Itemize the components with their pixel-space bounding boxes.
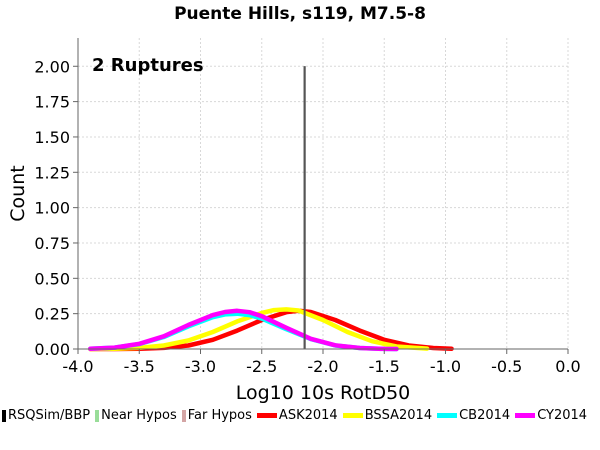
legend-swatch <box>515 413 536 418</box>
legend-swatch <box>437 413 458 418</box>
legend-swatch <box>2 409 6 422</box>
x-tick-label: -2.5 <box>246 357 277 376</box>
legend-label: Far Hypos <box>187 408 252 423</box>
legend-item: BSSA2014 <box>342 405 433 427</box>
chart-title: Puente Hills, s119, M7.5-8 <box>174 4 426 24</box>
legend-label: CB2014 <box>459 408 511 423</box>
plot-area: 0.00 0.25 0.50 0.75 1.00 1.25 1.50 1.75 2.00 -4.0… <box>7 38 581 404</box>
x-tick-label: -1.5 <box>369 357 400 376</box>
x-tick-label: -0.5 <box>491 357 522 376</box>
legend-item: Near Hypos <box>95 405 177 427</box>
y-tick-label: 0.00 <box>34 340 70 359</box>
x-tick-label: 0.0 <box>555 357 580 376</box>
legend-swatch <box>256 413 277 418</box>
legend-label: ASK2014 <box>278 408 338 423</box>
legend-swatch <box>181 409 186 422</box>
y-tick-label: 1.75 <box>34 93 70 112</box>
y-tick-label: 2.00 <box>34 57 70 76</box>
legend-item: CB2014 <box>437 405 510 427</box>
legend-label: RSQSim/BBP <box>8 408 91 423</box>
x-tick-label: -2.0 <box>307 357 338 376</box>
legend-item: CY2014 <box>515 405 587 427</box>
x-tick-label: -4.0 <box>62 357 93 376</box>
legend-item: Far Hypos <box>181 405 252 427</box>
legend-label: Near Hypos <box>101 408 177 423</box>
legend-item: RSQSim/BBP <box>2 405 90 427</box>
y-axis-label: Count <box>7 165 29 221</box>
x-tick-label: -1.0 <box>430 357 461 376</box>
y-tick-label: 0.25 <box>34 305 70 324</box>
y-tick-label: 0.75 <box>34 234 70 253</box>
rupture-count-annotation: 2 Ruptures <box>92 55 204 76</box>
legend-item: ASK2014 <box>256 405 338 427</box>
series-line-cy2014 <box>88 308 399 352</box>
legend-swatch <box>95 409 100 422</box>
legend-label: BSSA2014 <box>364 408 433 423</box>
legend: RSQSim/BBP Near Hypos Far Hypos ASK2014 BSSA… <box>2 405 598 427</box>
series-line-bssa2014 <box>88 307 430 352</box>
y-tick-label: 0.50 <box>34 269 70 288</box>
y-tick-label: 1.00 <box>34 199 70 218</box>
legend-label: CY2014 <box>537 408 588 423</box>
legend-swatch <box>342 413 363 418</box>
y-tick-label: 1.50 <box>34 128 70 147</box>
x-axis-label: Log10 10s RotD50 <box>236 382 411 404</box>
x-tick-label: -3.5 <box>124 357 155 376</box>
y-tick-label: 1.25 <box>34 163 70 182</box>
x-tick-label: -3.0 <box>185 357 216 376</box>
